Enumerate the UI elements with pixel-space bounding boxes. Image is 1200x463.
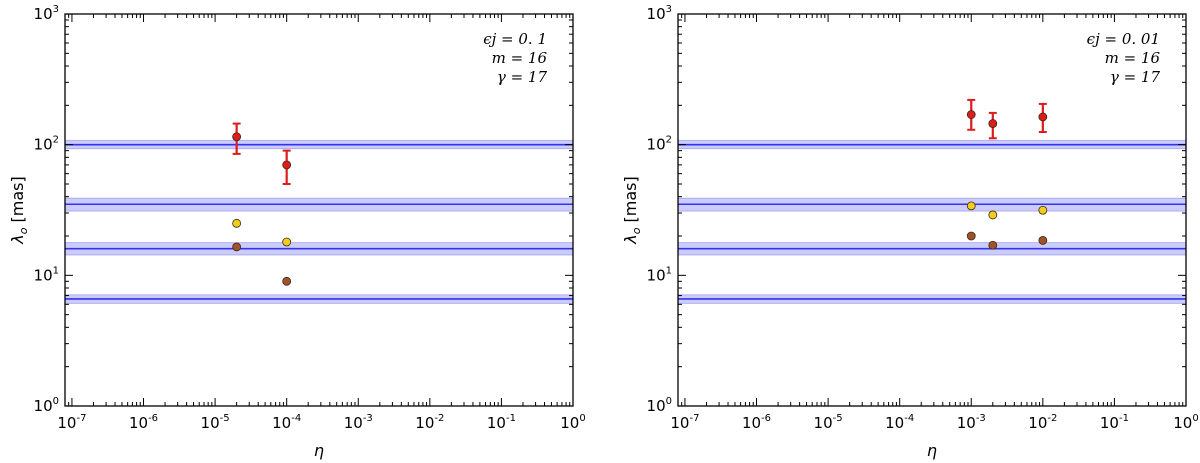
x-tick-label: 10-7: [57, 413, 86, 432]
ticks: [64, 13, 574, 407]
y-tick-label: 102: [647, 135, 672, 154]
x-tick-label: 100: [560, 413, 585, 432]
data-point: [282, 237, 292, 247]
data-point: [988, 119, 998, 128]
data-point: [1038, 236, 1048, 245]
data-points: [232, 122, 292, 286]
ticks: [677, 13, 1187, 407]
x-axis-label: η: [927, 441, 937, 460]
x-tick-label: 10-4: [885, 413, 914, 432]
x-tick-label: 10-1: [487, 413, 516, 432]
x-axis-label: η: [314, 441, 324, 460]
annotation-2: γ = 17: [497, 68, 548, 86]
y-axis-label: λo [mas]: [621, 176, 643, 245]
y-tick-label: 103: [34, 4, 59, 23]
y-tick-label: 100: [647, 396, 672, 415]
data-point: [966, 201, 976, 211]
annotation-0: ϵj = 0. 01: [1087, 30, 1160, 48]
annotation-1: m = 16: [492, 49, 548, 67]
x-tick-label: 10-5: [814, 413, 843, 432]
annotation-2: γ = 17: [1110, 68, 1161, 86]
data-point: [282, 160, 292, 170]
y-tick-label: 101: [34, 265, 59, 284]
y-tick-label: 101: [647, 265, 672, 284]
data-points: [966, 98, 1048, 250]
data-point: [1038, 112, 1048, 122]
x-tick-label: 10-4: [272, 413, 301, 432]
chart-panel-right: 10-7 10-6 10-5 10-4 10-3 10-2 10-1 100 100 101 102…: [621, 4, 1199, 460]
plot-frame: [64, 13, 574, 407]
data-point: [232, 242, 242, 252]
x-tick-label: 10-6: [129, 413, 158, 432]
x-tick-label: 100: [1173, 413, 1198, 432]
x-tick-label: 10-5: [201, 413, 230, 432]
plot-frame: [677, 13, 1187, 407]
data-point: [232, 218, 242, 228]
y-tick-label: 103: [647, 4, 672, 23]
x-tick-label: 10-7: [670, 413, 699, 432]
chart-panel-left: 10-7 10-6 10-5 10-4 10-3 10-2 10-1 100 100 101 102…: [8, 4, 586, 460]
y-tick-label: 102: [34, 135, 59, 154]
x-tick-label: 10-3: [344, 413, 373, 432]
x-tick-label: 10-3: [957, 413, 986, 432]
band-group: [65, 139, 573, 304]
x-tick-label: 10-2: [1028, 413, 1057, 432]
data-point: [988, 240, 998, 250]
x-tick-label: 10-6: [742, 413, 771, 432]
x-tick-label: 10-2: [415, 413, 444, 432]
band-group: [678, 139, 1186, 304]
data-point: [282, 276, 292, 286]
data-point: [232, 132, 242, 142]
annotation-0: ϵj = 0. 1: [483, 30, 547, 48]
data-point: [1038, 205, 1048, 215]
annotation-1: m = 16: [1105, 49, 1161, 67]
data-point: [988, 210, 998, 220]
y-axis-label: λo [mas]: [8, 176, 30, 245]
data-point: [966, 231, 976, 241]
x-tick-label: 10-1: [1100, 413, 1129, 432]
y-tick-label: 100: [34, 396, 59, 415]
data-point: [966, 110, 976, 119]
